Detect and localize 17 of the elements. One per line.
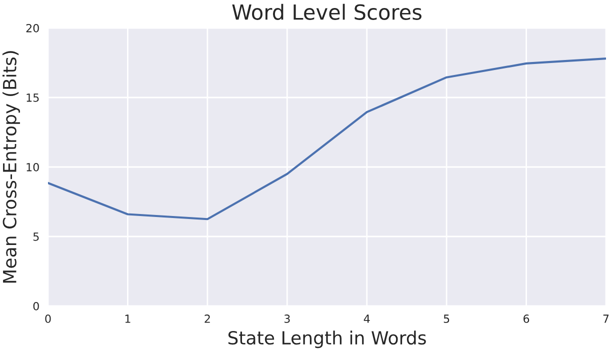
x-tick-label: 6 [524,314,530,323]
x-axis-title: State Length in Words [228,330,426,348]
y-tick-label: 20 [26,24,39,32]
chart-title: Word Level Scores [232,4,422,20]
x-tick-label: 1 [125,314,130,323]
x-tick-label: 5 [444,314,450,323]
line-series [48,58,606,220]
x-tick-label: 2 [204,314,210,323]
y-tick-label: 15 [26,94,39,102]
x-tick-label: 4 [364,314,370,323]
y-tick-label: 5 [33,232,39,241]
x-tick-label: 0 [45,314,51,323]
x-tick-label: 3 [284,314,290,323]
y-tick-label: 0 [33,302,39,310]
y-tick-label: 10 [26,162,39,172]
x-tick-label: 7 [603,314,609,323]
y-axis-title: Mean Cross-Entropy (Bits) [2,51,20,283]
